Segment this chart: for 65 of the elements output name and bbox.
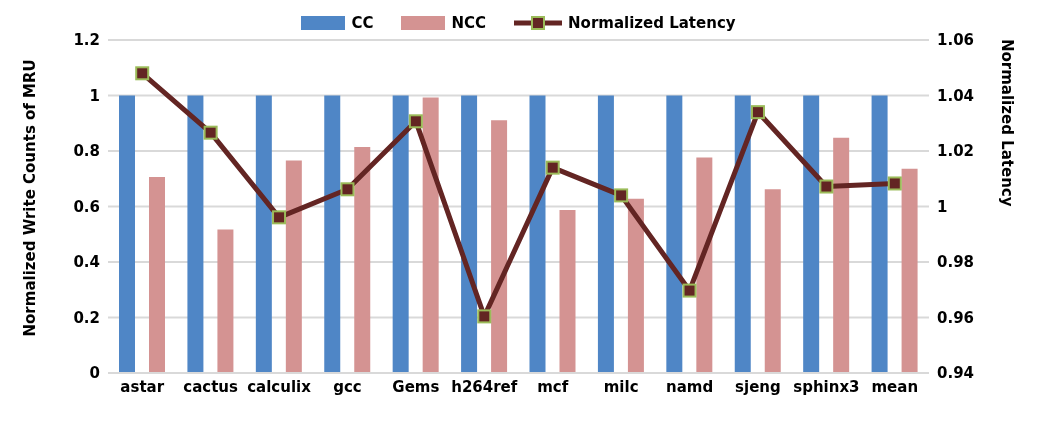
x-tick-label: sphinx3	[793, 377, 860, 396]
x-tick-label: astar	[120, 377, 165, 396]
bar	[461, 95, 478, 373]
bar	[559, 210, 576, 373]
bar	[392, 95, 409, 373]
y2-tick-label: 1.02	[937, 142, 975, 161]
bar	[324, 95, 341, 373]
y-tick-label: 0.4	[73, 253, 100, 272]
bar	[149, 177, 165, 373]
y-tick-label: 0.6	[73, 197, 100, 216]
x-tick-label: gcc	[333, 377, 362, 396]
point	[340, 182, 355, 197]
x-tick-label: calculix	[247, 377, 312, 396]
bar	[901, 168, 918, 373]
x-tick-label: cactus	[183, 377, 239, 396]
y2-tick-label: 0.96	[937, 308, 975, 327]
x-tick-label: Gems	[392, 377, 440, 396]
y2-tick-label: 0.98	[937, 253, 975, 272]
point	[272, 210, 287, 225]
bar	[285, 160, 302, 373]
bar	[217, 229, 234, 373]
x-tick-label: h264ref	[451, 377, 518, 396]
y2-tick-label: 1.04	[937, 86, 975, 105]
legend-label: CC	[351, 14, 374, 32]
point	[819, 179, 834, 194]
point	[135, 66, 150, 81]
bar	[627, 198, 644, 373]
bar	[529, 95, 546, 373]
point	[477, 309, 492, 324]
x-tick-label: mean	[871, 377, 919, 396]
y-tick-label: 0	[89, 364, 100, 383]
bar	[696, 157, 713, 373]
bar	[734, 95, 751, 373]
bar	[833, 137, 850, 373]
legend-label: NCC	[451, 14, 487, 32]
x-tick-label: milc	[603, 377, 639, 396]
y2-tick-label: 0.94	[937, 364, 975, 383]
point	[614, 188, 629, 203]
bar	[764, 189, 781, 373]
bar	[597, 95, 614, 373]
bar	[803, 95, 820, 373]
bar	[354, 147, 371, 373]
bar	[871, 95, 888, 373]
point	[682, 283, 697, 298]
y-axis-title: Normalized Write Counts of MRU	[21, 59, 40, 337]
legend-label: Normalized Latency	[568, 14, 736, 32]
bar	[491, 120, 508, 373]
point	[750, 105, 765, 120]
bar	[666, 95, 683, 373]
point	[408, 114, 423, 129]
y-tick-label: 0.8	[73, 142, 100, 161]
y2-tick-label: 1.06	[937, 31, 975, 50]
x-tick-label: mcf	[537, 377, 569, 396]
bar	[187, 95, 204, 373]
x-tick-label: sjeng	[735, 377, 781, 396]
bar	[422, 97, 439, 373]
y2-tick-label: 1	[937, 197, 948, 216]
x-tick-label: namd	[665, 377, 714, 396]
y-tick-label: 1	[89, 86, 100, 105]
y-tick-label: 0.2	[73, 308, 100, 327]
point	[887, 176, 902, 191]
bar	[255, 95, 272, 373]
bar	[119, 95, 135, 373]
y2-axis-title: Normalized Latency	[997, 38, 1016, 207]
y-tick-label: 1.2	[73, 31, 100, 50]
